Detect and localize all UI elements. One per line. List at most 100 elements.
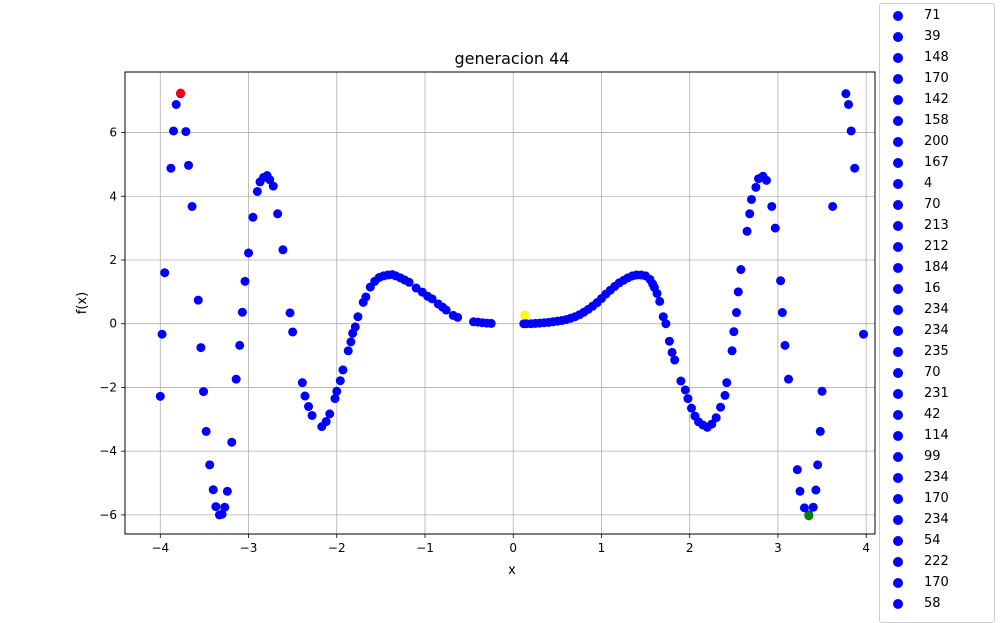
legend-marker (893, 241, 903, 252)
legend-item: 148 (880, 47, 949, 68)
highlight-point (804, 511, 814, 521)
legend-label: 212 (924, 239, 949, 254)
legend-label: 54 (924, 533, 941, 548)
data-point (181, 127, 191, 137)
plot-frame (124, 71, 876, 535)
legend-marker (893, 535, 903, 546)
x-tick-label: 4 (862, 541, 870, 555)
legend-label: 234 (924, 512, 949, 527)
legend-label: 231 (924, 386, 949, 401)
data-point (273, 209, 283, 219)
data-point (742, 226, 752, 236)
legend-item: 213 (880, 215, 949, 236)
data-point (201, 426, 211, 436)
legend-label: 148 (924, 50, 949, 65)
data-points (155, 89, 869, 520)
data-point (268, 181, 278, 191)
data-point (155, 391, 165, 401)
data-point (453, 312, 463, 322)
data-point (661, 319, 671, 329)
y-tick-label: 6 (109, 126, 117, 140)
data-point (729, 327, 739, 337)
legend-marker (893, 157, 903, 168)
y-tick-label: 4 (109, 189, 117, 203)
data-point (745, 209, 755, 219)
legend-label: 213 (924, 218, 949, 233)
data-point (746, 194, 756, 204)
data-point (808, 502, 818, 512)
legend-marker (893, 283, 903, 294)
data-point (722, 378, 732, 388)
data-point (667, 347, 677, 357)
data-point (332, 386, 342, 396)
data-point (707, 419, 717, 429)
legend-item: 222 (880, 551, 949, 572)
legend-label: 167 (924, 155, 949, 170)
legend-item: 71 (880, 5, 941, 26)
data-point (361, 292, 371, 302)
legend-marker (893, 136, 903, 147)
x-tick-label: −1 (416, 541, 434, 555)
x-tick-label: −2 (328, 541, 346, 555)
data-point (231, 374, 241, 384)
legend-marker (893, 115, 903, 126)
y-tick-label: −2 (99, 380, 117, 394)
data-point (777, 308, 787, 318)
legend-marker (893, 472, 903, 483)
highlight-points (176, 88, 814, 521)
x-tick-label: 2 (686, 541, 694, 555)
legend-label: 234 (924, 323, 949, 338)
data-point (335, 376, 345, 386)
data-point (670, 355, 680, 365)
data-point (716, 402, 726, 412)
data-point (486, 318, 496, 328)
data-point (350, 322, 360, 332)
legend-marker (893, 31, 903, 42)
legend-marker (893, 451, 903, 462)
data-point (686, 403, 696, 413)
legend-label: 42 (924, 407, 941, 422)
legend-label: 70 (924, 197, 941, 212)
legend-item: 54 (880, 530, 941, 551)
data-point (655, 296, 665, 306)
legend-item: 114 (880, 425, 949, 446)
legend-item: 70 (880, 362, 941, 383)
data-point (761, 175, 771, 185)
data-point (169, 126, 179, 136)
legend-item: 42 (880, 404, 941, 425)
legend-item: 142 (880, 89, 949, 110)
scatter-chart: −4 −3 −2 −1 0 1 2 3 4 −6 −4 −2 0 2 4 6 generacion 44 x… (75, 49, 876, 578)
data-point (325, 409, 335, 419)
legend-marker (893, 493, 903, 504)
legend: 71 39 148 170 142 158 200 167 4 70 213 212 184 16 234 2… (879, 3, 995, 623)
data-point (767, 201, 777, 211)
legend-item: 16 (880, 278, 941, 299)
x-axis-ticks: −4 −3 −2 −1 0 1 2 3 4 (151, 534, 870, 555)
data-point (727, 346, 737, 356)
legend-marker (893, 304, 903, 315)
data-point (193, 295, 203, 305)
data-point (841, 89, 851, 99)
data-point (196, 343, 206, 353)
data-point (850, 163, 860, 173)
legend-label: 222 (924, 554, 949, 569)
data-point (770, 223, 780, 233)
legend-marker (893, 52, 903, 63)
data-point (658, 312, 668, 322)
legend-marker (893, 409, 903, 420)
legend-label: 70 (924, 365, 941, 380)
data-point (278, 245, 288, 255)
legend-label: 170 (924, 491, 949, 506)
x-tick-label: 0 (509, 541, 517, 555)
legend-label: 170 (924, 71, 949, 86)
legend-label: 58 (924, 596, 941, 611)
data-point (288, 327, 298, 337)
legend-label: 235 (924, 344, 949, 359)
legend-label: 234 (924, 470, 949, 485)
data-point (683, 394, 693, 404)
data-point (166, 163, 176, 173)
legend-item: 184 (880, 257, 949, 278)
data-point (220, 502, 230, 512)
legend-marker (893, 178, 903, 189)
data-point (227, 437, 237, 447)
